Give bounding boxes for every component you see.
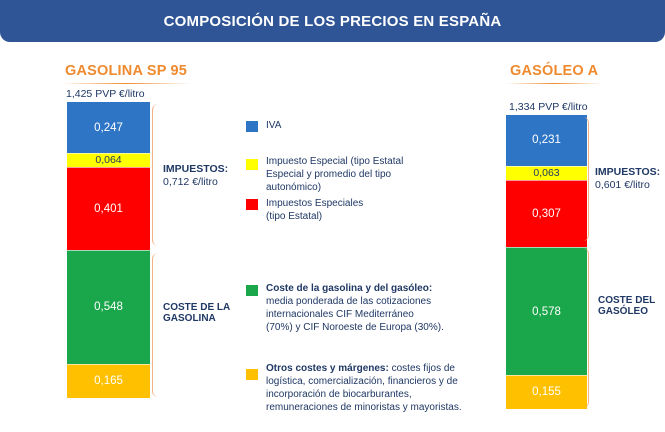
gasoleo-coste-line1: COSTE DEL bbox=[598, 295, 656, 306]
gasolina-segment-especial: 0,064 bbox=[67, 153, 150, 167]
gasoleo-stacked-bar: 0,231 0,063 0,307 0,578 0,155 bbox=[506, 115, 587, 409]
gasoleo-value-label-especial: 0,063 bbox=[533, 167, 560, 180]
gasolina-impuestos-title: IMPUESTOS: bbox=[163, 163, 229, 175]
legend-especiales-line1: Impuestos Especiales bbox=[266, 198, 364, 209]
gasoleo-impuestos-brace bbox=[583, 117, 589, 241]
gasoleo-segment-coste: 0,578 bbox=[506, 247, 587, 375]
legend-otros-bold: Otros costes y márgenes: bbox=[266, 363, 389, 374]
legend-coste-line3: internacionales CIF Mediterráneo bbox=[266, 309, 414, 320]
gasolina-title: GASOLINA SP 95 bbox=[60, 63, 192, 84]
gasolina-value-label-iva: 0,247 bbox=[94, 121, 123, 134]
legend-iva-swatch bbox=[246, 121, 258, 132]
legend-iva-text: IVA bbox=[266, 120, 282, 131]
legend-coste-bold: Coste de la gasolina y del gasóleo: bbox=[266, 283, 433, 294]
gasolina-segment-otros: 0,165 bbox=[67, 363, 150, 398]
legend-especiales-line2: (tipo Estatal) bbox=[266, 211, 323, 222]
gasolina-pvp-label: 1,425 PVP €/litro bbox=[66, 88, 145, 100]
legend-otros-swatch bbox=[246, 369, 258, 380]
gasoleo-value-label-iva: 0,231 bbox=[532, 134, 561, 147]
gasoleo-segment-especial: 0,063 bbox=[506, 165, 587, 180]
gasolina-segment-especiales: 0,401 bbox=[67, 166, 150, 250]
legend-especial-line2: Especial y promedio del tipo bbox=[266, 169, 392, 180]
legend-especial-line1: Impuesto Especial (tipo Estatal bbox=[266, 156, 404, 167]
gasolina-value-label-otros: 0,165 bbox=[94, 375, 123, 388]
gasolina-segment-iva: 0,247 bbox=[67, 102, 150, 154]
legend-coste-text: Coste de la gasolina y del gasóleo: medi… bbox=[266, 282, 444, 334]
gasoleo-segment-especiales: 0,307 bbox=[506, 179, 587, 248]
gasoleo-segment-otros: 0,155 bbox=[506, 374, 587, 409]
gasoleo-segment-iva: 0,231 bbox=[506, 115, 587, 166]
legend-especiales-swatch bbox=[246, 199, 258, 210]
gasoleo-value-label-otros: 0,155 bbox=[532, 386, 561, 399]
gasolina-coste-line2: GASOLINA bbox=[163, 313, 216, 324]
legend-otros-rest1: costes fijos de bbox=[388, 363, 455, 374]
gasolina-segment-coste: 0,548 bbox=[67, 249, 150, 364]
legend-especiales-text: Impuestos Especiales (tipo Estatal) bbox=[266, 197, 363, 223]
gasoleo-value-label-especiales: 0,307 bbox=[532, 208, 561, 221]
legend-especial-text: Impuesto Especial (tipo Estatal Especial… bbox=[266, 155, 403, 194]
legend-especial-line3: autonómico) bbox=[266, 182, 322, 193]
header-banner: COMPOSICIÓN DE LOS PRECIOS EN ESPAÑA bbox=[0, 0, 665, 42]
gasolina-impuestos-value: 0,712 €/litro bbox=[163, 176, 218, 188]
legend-otros-line2: logística, comercialización, financieros… bbox=[266, 376, 458, 387]
gasoleo-title: GASÓLEO A bbox=[505, 63, 603, 84]
legend-otros-line3: incorporación de biocarburantes, bbox=[266, 389, 412, 400]
legend-coste-line2: media ponderada de las cotizaciones bbox=[266, 296, 432, 307]
legend-coste-swatch bbox=[246, 285, 258, 296]
gasoleo-coste-brace bbox=[583, 248, 589, 408]
gasoleo-coste-label: COSTE DEL GASÓLEO bbox=[598, 295, 655, 317]
gasolina-coste-line1: COSTE DE LA bbox=[163, 302, 231, 313]
page-title: COMPOSICIÓN DE LOS PRECIOS EN ESPAÑA bbox=[163, 12, 502, 30]
gasoleo-impuestos-label: IMPUESTOS: 0,601 €/litro bbox=[595, 166, 660, 192]
gasoleo-impuestos-title: IMPUESTOS: bbox=[595, 166, 661, 178]
legend-especial-swatch bbox=[246, 159, 258, 170]
gasolina-coste-label: COSTE DE LA GASOLINA bbox=[163, 302, 230, 324]
gasoleo-value-label-coste: 0,578 bbox=[532, 305, 561, 318]
gasoleo-impuestos-value: 0,601 €/litro bbox=[595, 179, 650, 191]
gasolina-impuestos-brace bbox=[152, 104, 158, 246]
gasolina-coste-brace bbox=[152, 253, 158, 397]
legend-coste-line4: (70%) y CIF Noroeste de Europa (30%). bbox=[266, 322, 444, 333]
gasolina-stacked-bar: 0,247 0,064 0,401 0,548 0,165 bbox=[67, 102, 150, 398]
gasoleo-pvp-label: 1,334 PVP €/litro bbox=[509, 101, 588, 113]
gasolina-value-label-especial: 0,064 bbox=[95, 154, 122, 167]
legend-otros-text: Otros costes y márgenes: costes fijos de… bbox=[266, 362, 462, 414]
legend-otros-line4: remuneraciones de minoristas y mayorista… bbox=[266, 402, 462, 413]
gasolina-value-label-coste: 0,548 bbox=[94, 301, 123, 314]
gasolina-value-label-especiales: 0,401 bbox=[94, 202, 123, 215]
gasolina-impuestos-label: IMPUESTOS: 0,712 €/litro bbox=[163, 163, 228, 189]
gasoleo-coste-line2: GASÓLEO bbox=[598, 306, 649, 317]
